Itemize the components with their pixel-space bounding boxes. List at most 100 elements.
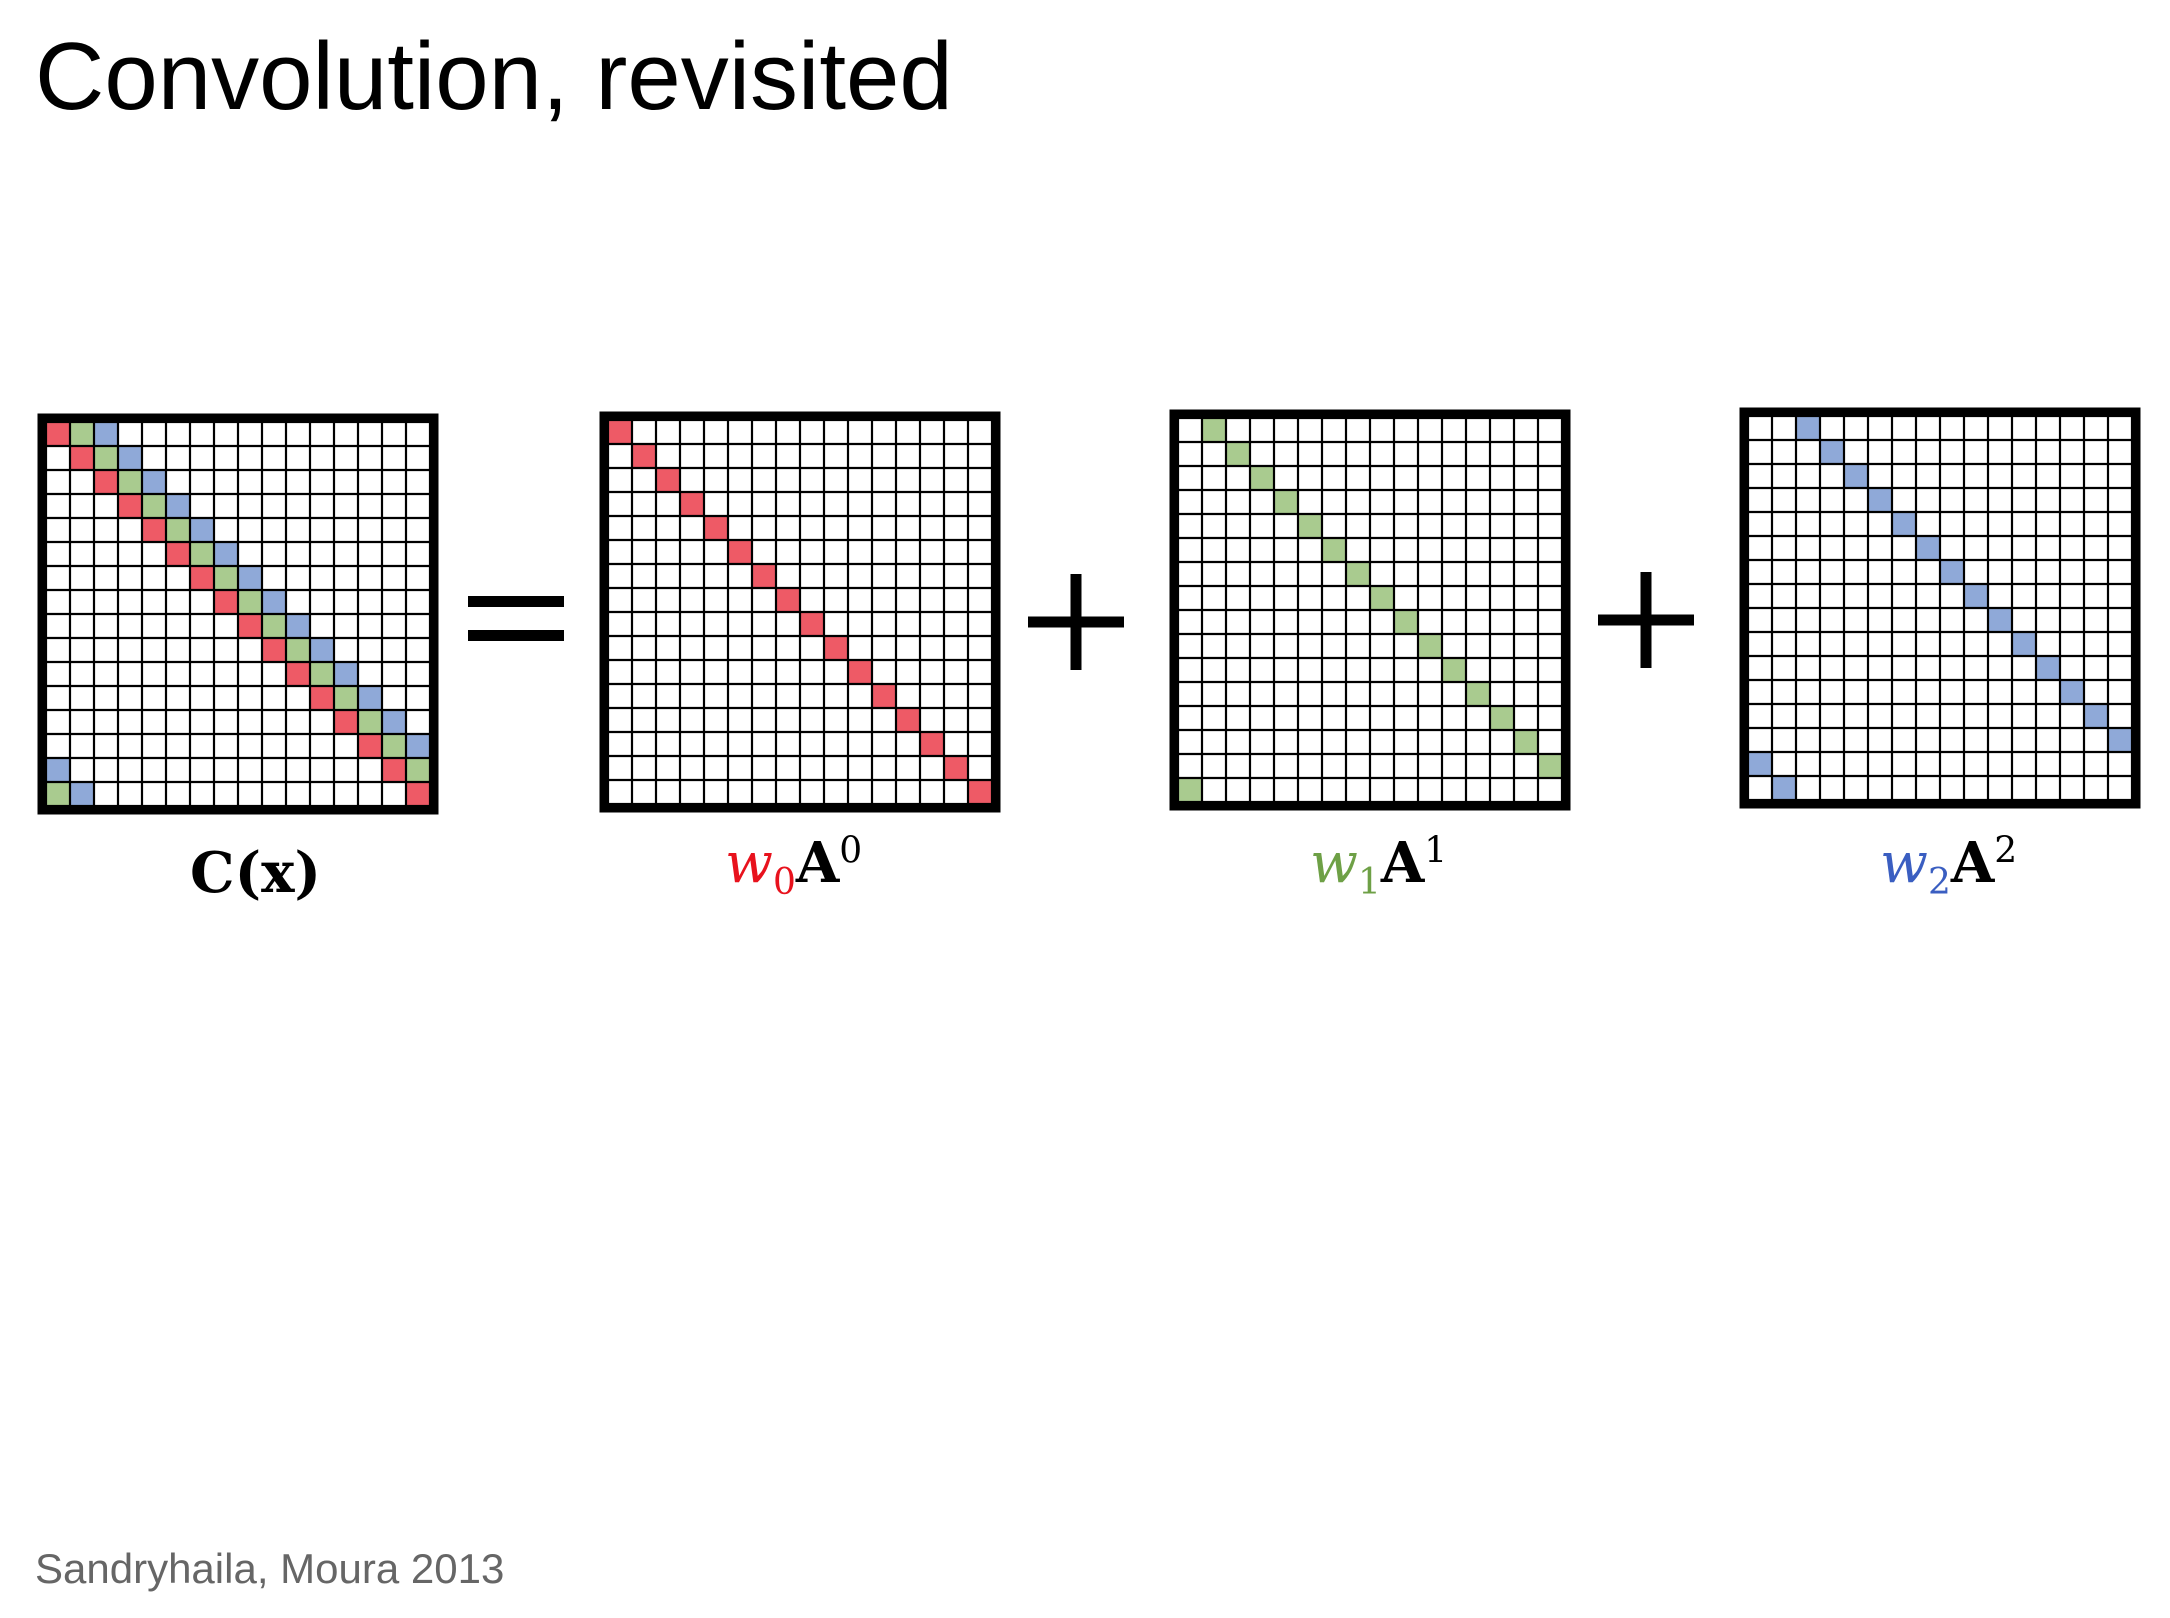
- cell-C-8-8: [238, 614, 262, 638]
- cell-C-6-7: [214, 566, 238, 590]
- cell-A1-14-15: [1538, 754, 1562, 778]
- cell-A0-1-1: [632, 444, 656, 468]
- cell-C-1-2: [94, 446, 118, 470]
- cell-A2-8-10: [1988, 608, 2012, 632]
- cell-C-14-0: [46, 758, 70, 782]
- cell-A2-9-11: [2012, 632, 2036, 656]
- cell-A1-9-10: [1418, 634, 1442, 658]
- label-a2-matrix: A: [1950, 830, 1995, 896]
- equals-sign: [468, 596, 564, 641]
- cell-C-3-4: [142, 494, 166, 518]
- cell-C-11-13: [358, 686, 382, 710]
- cell-A2-6-8: [1940, 560, 1964, 584]
- cell-A1-6-7: [1346, 562, 1370, 586]
- cell-C-1-3: [118, 446, 142, 470]
- cell-C-3-5: [166, 494, 190, 518]
- cell-A0-3-3: [680, 492, 704, 516]
- cell-C-14-15: [406, 758, 430, 782]
- cell-A0-5-5: [728, 540, 752, 564]
- cell-C-5-6: [190, 542, 214, 566]
- cell-A1-5-6: [1322, 538, 1346, 562]
- cell-C-0-2: [94, 422, 118, 446]
- cell-C-7-7: [214, 590, 238, 614]
- cell-A2-1-3: [1820, 440, 1844, 464]
- label-a0-matrix: A: [795, 830, 840, 896]
- cell-A2-5-7: [1916, 536, 1940, 560]
- cell-A0-9-9: [824, 636, 848, 660]
- cell-A1-8-9: [1394, 610, 1418, 634]
- cell-C-14-14: [382, 758, 406, 782]
- cell-A2-3-5: [1868, 488, 1892, 512]
- cell-C-8-10: [286, 614, 310, 638]
- cell-A1-4-5: [1298, 514, 1322, 538]
- cell-A0-7-7: [776, 588, 800, 612]
- label-w1-a1: w1A1: [1310, 830, 1447, 903]
- slide-title: Convolution, revisited: [35, 23, 953, 130]
- cell-C-4-5: [166, 518, 190, 542]
- label-a0-sup: 0: [839, 830, 863, 872]
- cell-C-11-11: [310, 686, 334, 710]
- cell-C-2-2: [94, 470, 118, 494]
- cell-C-2-4: [142, 470, 166, 494]
- cell-A1-10-11: [1442, 658, 1466, 682]
- cell-A1-11-12: [1466, 682, 1490, 706]
- cell-C-9-11: [310, 638, 334, 662]
- label-w2-weight: w: [1880, 831, 1928, 896]
- cell-A0-15-15: [968, 780, 992, 804]
- cell-C-11-12: [334, 686, 358, 710]
- matrix-frame-C: [37, 413, 439, 815]
- cell-A0-12-12: [896, 708, 920, 732]
- cell-C-9-10: [286, 638, 310, 662]
- cell-A1-13-14: [1514, 730, 1538, 754]
- cell-C-8-9: [262, 614, 286, 638]
- cell-C-15-15: [406, 782, 430, 806]
- cell-C-12-13: [358, 710, 382, 734]
- matrix-A2: [1739, 407, 2141, 809]
- cell-C-4-6: [190, 518, 214, 542]
- citation: Sandryhaila, Moura 2013: [35, 1545, 505, 1592]
- label-c-text: C(x): [190, 840, 321, 906]
- cell-A0-2-2: [656, 468, 680, 492]
- cell-C-4-4: [142, 518, 166, 542]
- cell-A2-7-9: [1964, 584, 1988, 608]
- label-w0-weight: w: [725, 831, 773, 896]
- label-w2-a2: w2A2: [1880, 830, 2017, 903]
- cell-A1-12-13: [1490, 706, 1514, 730]
- cell-C-15-0: [46, 782, 70, 806]
- cell-A0-11-11: [872, 684, 896, 708]
- cell-C-10-12: [334, 662, 358, 686]
- cell-C-1-1: [70, 446, 94, 470]
- cell-A2-2-4: [1844, 464, 1868, 488]
- cell-C-13-14: [382, 734, 406, 758]
- cell-A1-1-2: [1226, 442, 1250, 466]
- cell-C-9-9: [262, 638, 286, 662]
- cell-C-0-1: [70, 422, 94, 446]
- cell-C-7-9: [262, 590, 286, 614]
- matrix-A1: [1169, 409, 1571, 811]
- cell-A2-15-1: [1772, 776, 1796, 800]
- cell-C-13-15: [406, 734, 430, 758]
- cell-C-0-0: [46, 422, 70, 446]
- cell-A1-2-3: [1250, 466, 1274, 490]
- label-a1-sup: 1: [1424, 830, 1448, 872]
- cell-C-7-8: [238, 590, 262, 614]
- matrix-frame-A2: [1739, 407, 2141, 809]
- cell-A2-4-6: [1892, 512, 1916, 536]
- label-w0-a0: w0A0: [725, 830, 862, 903]
- cell-A1-3-4: [1274, 490, 1298, 514]
- matrix-frame-A1: [1169, 409, 1571, 811]
- label-w2-sub: 2: [1927, 862, 1951, 904]
- plus-sign-1: [1028, 574, 1124, 670]
- cell-A0-13-13: [920, 732, 944, 756]
- cell-A2-0-2: [1796, 416, 1820, 440]
- cell-C-2-3: [118, 470, 142, 494]
- cell-A0-8-8: [800, 612, 824, 636]
- cell-C-3-3: [118, 494, 142, 518]
- cell-A1-15-0: [1178, 778, 1202, 802]
- matrix-A0: [599, 411, 1001, 813]
- label-c-of-x: C(x): [190, 840, 321, 906]
- cell-C-10-11: [310, 662, 334, 686]
- label-a1-matrix: A: [1380, 830, 1425, 896]
- cell-C-5-5: [166, 542, 190, 566]
